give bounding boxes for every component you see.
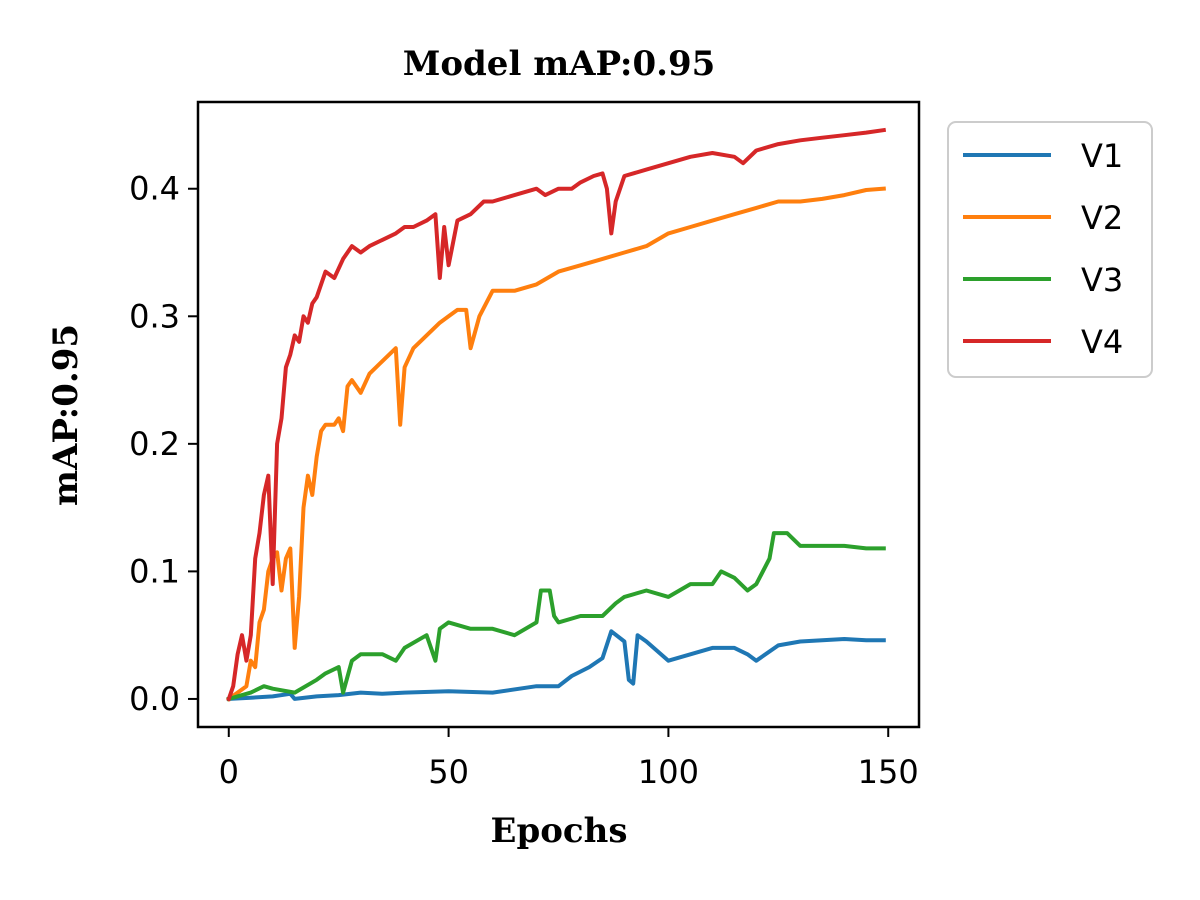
plot-area	[196, 100, 921, 729]
y-tick-label: 0.2	[129, 425, 180, 463]
legend-label-v1: V1	[1081, 137, 1123, 175]
plot-frame	[196, 100, 921, 729]
legend-frame	[947, 121, 1153, 378]
y-tick-label: 0.4	[129, 170, 180, 208]
y-tick-label: 0.1	[129, 552, 180, 590]
x-tick-label: 150	[858, 753, 919, 791]
y-axis: 0.0 0.1 0.2 0.3 0.4	[129, 170, 198, 718]
x-tick-label: 50	[428, 753, 469, 791]
y-tick-label: 0.3	[129, 297, 180, 335]
legend-label-v2: V2	[1081, 199, 1123, 237]
series-line-v3	[226, 531, 886, 702]
series-line-v4	[226, 127, 887, 702]
x-tick-label: 0	[219, 753, 239, 791]
series-lines	[226, 127, 887, 702]
x-axis: 0 50 100 150	[219, 727, 919, 791]
y-axis-label: mAP:0.95	[46, 324, 86, 506]
x-axis-label: Epochs	[491, 811, 628, 851]
y-tick-label: 0.0	[129, 680, 180, 718]
legend-label-v4: V4	[1081, 323, 1123, 361]
legend: V1 V2 V3 V4	[947, 121, 1153, 378]
x-tick-label: 100	[638, 753, 699, 791]
legend-label-v3: V3	[1081, 261, 1123, 299]
series-line-v2	[226, 186, 886, 702]
chart-title: Model mAP:0.95	[403, 44, 716, 84]
series-line-v1	[226, 629, 886, 702]
